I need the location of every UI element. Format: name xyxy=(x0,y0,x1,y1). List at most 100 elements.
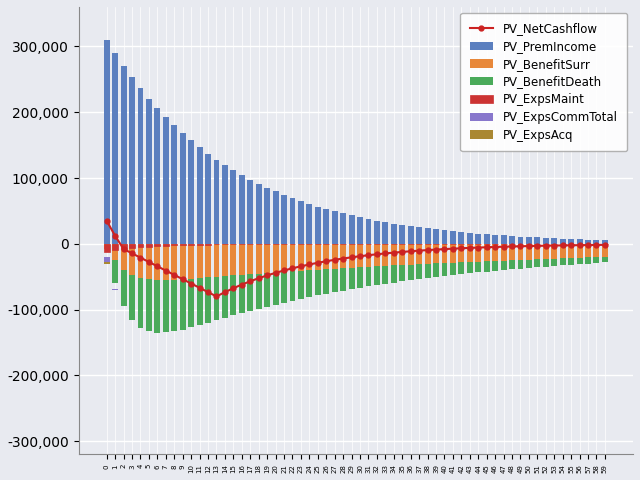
Bar xyxy=(484,234,490,244)
Bar xyxy=(112,244,118,260)
Bar xyxy=(416,264,422,279)
Bar xyxy=(188,141,194,244)
Bar xyxy=(205,244,211,277)
Bar xyxy=(560,244,566,258)
Bar xyxy=(357,217,363,244)
Legend: PV_NetCashflow, PV_PremIncome, PV_BenefitSurr, PV_BenefitDeath, PV_ExpsMaint, PV: PV_NetCashflow, PV_PremIncome, PV_Benefi… xyxy=(460,13,627,151)
Bar xyxy=(289,198,296,244)
Bar xyxy=(264,244,270,273)
Bar xyxy=(424,228,431,244)
Bar xyxy=(340,214,346,244)
Bar xyxy=(442,244,447,263)
Bar xyxy=(154,280,161,333)
Bar xyxy=(138,278,143,328)
Bar xyxy=(509,260,515,269)
PV_NetCashflow xyxy=(188,281,195,287)
Bar xyxy=(154,244,161,280)
Bar xyxy=(289,244,296,271)
Bar xyxy=(273,273,278,304)
Bar xyxy=(120,66,127,244)
Bar xyxy=(163,244,169,280)
Bar xyxy=(154,244,161,246)
Bar xyxy=(424,244,431,264)
Bar xyxy=(239,175,244,244)
PV_NetCashflow xyxy=(601,242,609,248)
PV_NetCashflow xyxy=(212,294,220,300)
Bar xyxy=(340,268,346,290)
Bar xyxy=(543,244,548,259)
Bar xyxy=(180,244,186,245)
Bar xyxy=(518,244,524,260)
Bar xyxy=(534,238,540,244)
Bar xyxy=(239,244,244,275)
Bar xyxy=(408,264,413,280)
Bar xyxy=(256,184,262,244)
Bar xyxy=(349,244,355,268)
Bar xyxy=(205,277,211,323)
Bar xyxy=(467,233,473,244)
Bar xyxy=(577,244,582,258)
Bar xyxy=(374,244,380,266)
Bar xyxy=(382,266,388,284)
Bar xyxy=(433,229,439,244)
Bar xyxy=(188,244,194,278)
Bar xyxy=(222,165,228,244)
Bar xyxy=(239,275,244,313)
Bar xyxy=(526,260,532,268)
Bar xyxy=(526,237,532,244)
Bar xyxy=(180,244,186,279)
Bar xyxy=(172,244,177,279)
Bar xyxy=(154,108,161,244)
Bar xyxy=(450,244,456,263)
Bar xyxy=(593,244,600,257)
Bar xyxy=(247,244,253,274)
Bar xyxy=(332,269,338,292)
Bar xyxy=(172,125,177,244)
Bar xyxy=(467,244,473,262)
Bar xyxy=(281,195,287,244)
Bar xyxy=(138,244,143,278)
Bar xyxy=(129,275,135,320)
Bar xyxy=(577,258,582,264)
Bar xyxy=(602,240,608,244)
Bar xyxy=(560,258,566,265)
Bar xyxy=(120,244,127,249)
Bar xyxy=(307,244,312,270)
Bar xyxy=(146,244,152,247)
Bar xyxy=(281,272,287,302)
Bar xyxy=(323,209,329,244)
Bar xyxy=(500,244,506,261)
Bar xyxy=(230,170,236,244)
Bar xyxy=(374,266,380,285)
Bar xyxy=(551,244,557,259)
Bar xyxy=(551,259,557,266)
Bar xyxy=(214,159,220,244)
Bar xyxy=(112,260,118,283)
Bar xyxy=(534,259,540,267)
Bar xyxy=(568,258,574,264)
Line: PV_NetCashflow: PV_NetCashflow xyxy=(104,218,607,299)
Bar xyxy=(450,263,456,275)
Bar xyxy=(104,244,109,252)
Bar xyxy=(543,259,548,266)
Bar xyxy=(298,271,304,299)
Bar xyxy=(365,244,371,267)
Bar xyxy=(129,244,135,275)
Bar xyxy=(196,244,202,245)
Bar xyxy=(560,239,566,244)
Bar xyxy=(433,264,439,277)
Bar xyxy=(458,232,464,244)
Bar xyxy=(205,154,211,244)
Bar xyxy=(593,257,600,263)
PV_NetCashflow xyxy=(272,270,280,276)
Bar xyxy=(424,264,431,278)
Bar xyxy=(442,230,447,244)
Bar xyxy=(323,244,329,269)
Bar xyxy=(180,279,186,330)
Bar xyxy=(509,236,515,244)
Bar xyxy=(222,244,228,276)
Bar xyxy=(129,77,135,244)
PV_NetCashflow xyxy=(255,276,262,281)
Bar xyxy=(104,262,109,264)
Bar xyxy=(307,204,312,244)
